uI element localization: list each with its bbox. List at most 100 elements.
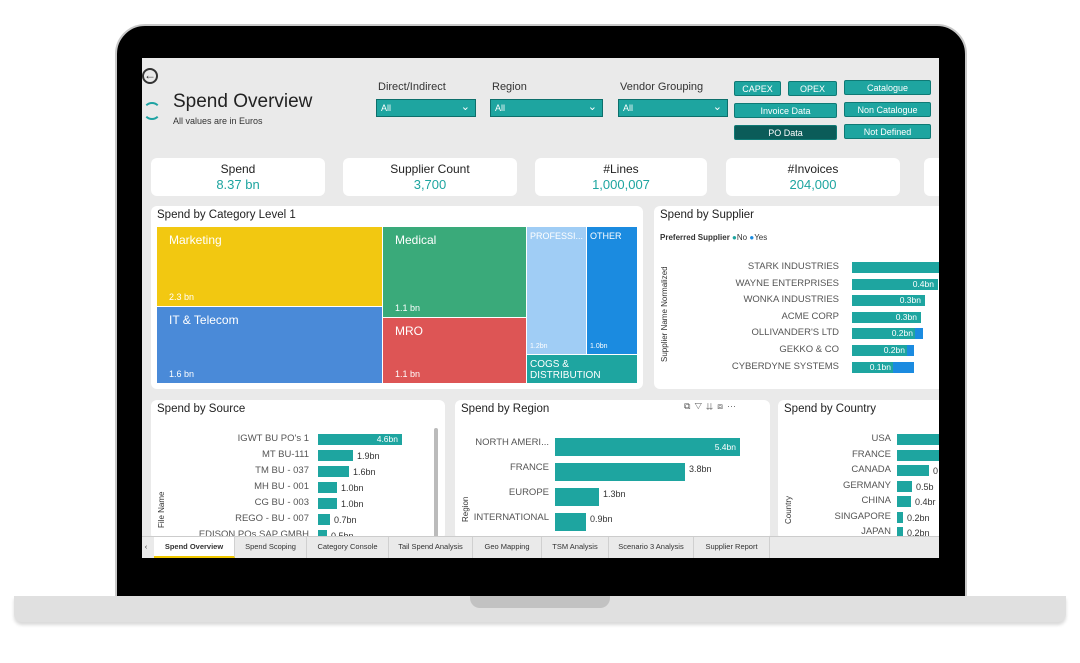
tile-name: PROFESSI...: [530, 231, 584, 241]
filter-value-region: All: [495, 103, 506, 113]
supplier-bar[interactable]: 0.1bn: [852, 361, 914, 373]
not-defined-button[interactable]: Not Defined: [844, 124, 931, 139]
country-bar[interactable]: [897, 511, 903, 523]
region-bar[interactable]: [555, 488, 599, 506]
tab-spend-overview[interactable]: Spend Overview: [154, 537, 235, 558]
supplier-row-label: CYBERDYNE SYSTEMS: [731, 360, 839, 372]
legend-yes: Yes: [754, 233, 768, 242]
treemap-tile-cogs[interactable]: COGS & DISTRIBUTION: [527, 355, 637, 383]
filter-label-direct: Direct/Indirect: [378, 81, 446, 93]
filter-dropdown-region[interactable]: All ⌄: [490, 99, 603, 117]
catalogue-button[interactable]: Catalogue: [844, 80, 931, 95]
kpi-supplier-count: Supplier Count 3,700: [343, 158, 517, 196]
treemap-tile-other[interactable]: OTHER 1.0bn: [587, 227, 637, 354]
source-bar-value: 1.0bn: [341, 483, 364, 493]
treemap-tile-medical[interactable]: Medical 1.1 bn: [383, 227, 526, 317]
refresh-icon[interactable]: [143, 102, 161, 120]
source-bar[interactable]: [318, 498, 337, 509]
supplier-row-label: OLLIVANDER'S LTD: [751, 327, 839, 339]
legend-dot-no-icon: ●: [732, 233, 737, 242]
country-bar[interactable]: [897, 434, 939, 445]
legend-no: No: [736, 233, 748, 242]
country-bar[interactable]: [897, 465, 929, 476]
filter-dropdown-vendor[interactable]: All ⌄: [618, 99, 728, 117]
country-row-label: CANADA: [851, 464, 891, 475]
opex-button[interactable]: OPEX: [788, 81, 837, 96]
drill-icon[interactable]: ⇊: [706, 401, 718, 411]
treemap-tile-it-telecom[interactable]: IT & Telecom 1.6 bn: [157, 307, 382, 383]
source-bar[interactable]: [318, 514, 330, 525]
kpi-lines: #Lines 1,000,007: [535, 158, 707, 196]
tab-supplier-report[interactable]: Supplier Report: [694, 537, 770, 558]
header: ← Spend Overview All values are in Euros…: [142, 58, 939, 150]
back-arrow-icon[interactable]: ←: [142, 68, 158, 84]
tile-value: 1.6 bn: [169, 369, 195, 379]
visual-toolbar[interactable]: ⧉▽⇊⧈⋯: [684, 401, 740, 412]
tab-tsm-analysis[interactable]: TSM Analysis: [542, 537, 609, 558]
tile-name: COGS & DISTRIBUTION: [530, 359, 601, 381]
source-bar-value: 1.6bn: [353, 467, 376, 477]
card-title: Spend by Supplier: [660, 209, 754, 221]
treemap-tile-mro[interactable]: MRO 1.1 bn: [383, 318, 526, 383]
supplier-bar[interactable]: 0.3bn: [852, 311, 921, 323]
kpi-value: 204,000: [789, 177, 837, 192]
supplier-chart-card: Spend by Supplier Preferred Supplier ●No…: [654, 206, 939, 389]
invoice-data-button[interactable]: Invoice Data: [734, 103, 837, 118]
kpi-value: 8.37 bn: [216, 177, 260, 192]
supplier-row-label: WAYNE ENTERPRISES: [735, 277, 839, 289]
country-bar-value: 0: [933, 466, 939, 476]
source-chart-card: Spend by Source File Name IGWT BU PO's 1…: [151, 400, 445, 541]
capex-button[interactable]: CAPEX: [734, 81, 781, 96]
axis-label: Region: [461, 496, 470, 522]
tile-value: 1.2bn: [530, 343, 548, 350]
country-row-label: GERMANY: [842, 479, 891, 491]
supplier-bar[interactable]: 0.2bn: [852, 345, 914, 356]
supplier-bar[interactable]: 0.2bn: [852, 328, 923, 340]
source-row-label: MH BU - 001: [254, 481, 309, 492]
tab-scenario-3[interactable]: Scenario 3 Analysis: [609, 537, 694, 558]
region-bar-value: 0.9bn: [590, 514, 613, 524]
axis-label: Supplier Name Normalized: [660, 266, 669, 362]
region-bar[interactable]: [555, 463, 685, 481]
region-bar[interactable]: 5.4bn: [555, 438, 740, 456]
treemap-tile-marketing[interactable]: Marketing 2.3 bn: [157, 227, 382, 306]
source-bar[interactable]: [318, 482, 337, 493]
more-options-icon[interactable]: ⋯: [726, 401, 740, 411]
filter-icon[interactable]: ▽: [694, 401, 706, 411]
tab-tail-spend[interactable]: Tail Spend Analysis: [389, 537, 473, 558]
po-data-button[interactable]: PO Data: [734, 125, 837, 140]
source-bar[interactable]: 4.6bn: [318, 434, 402, 445]
source-bar[interactable]: [318, 466, 349, 477]
region-row-label: NORTH AMERI...: [475, 437, 549, 448]
treemap-tile-professional[interactable]: PROFESSI... 1.2bn: [527, 227, 586, 354]
kpi-label: #Lines: [603, 162, 639, 176]
tab-category-console[interactable]: Category Console: [307, 537, 389, 558]
country-bar[interactable]: [897, 449, 939, 461]
supplier-bar[interactable]: [852, 262, 939, 273]
non-catalogue-button[interactable]: Non Catalogue: [844, 102, 931, 117]
source-bar[interactable]: [318, 530, 327, 541]
region-bar[interactable]: [555, 513, 586, 531]
chevron-down-icon: ⌄: [460, 101, 470, 113]
copy-icon[interactable]: ⧉: [684, 401, 695, 411]
supplier-bar[interactable]: 0.3bn: [852, 295, 925, 307]
country-bar[interactable]: [897, 480, 912, 492]
supplier-row-label: ACME CORP: [781, 310, 839, 322]
supplier-bar-value: 0.2bn: [883, 345, 905, 355]
supplier-bar[interactable]: 0.4bn: [852, 278, 938, 290]
tab-scroll-left-icon[interactable]: ‹: [144, 542, 148, 551]
kpi-invoices: #Invoices 204,000: [726, 158, 900, 196]
source-row-label: REGO - BU - 007: [235, 513, 309, 524]
source-bar[interactable]: [318, 450, 353, 461]
kpi-label: #Invoices: [787, 162, 839, 176]
scrollbar[interactable]: [434, 428, 438, 538]
page-subtitle: All values are in Euros: [173, 116, 263, 126]
filter-dropdown-direct[interactable]: All ⌄: [376, 99, 476, 117]
country-bar[interactable]: [897, 527, 903, 538]
expand-icon[interactable]: ⧈: [717, 401, 727, 411]
tab-spend-scoping[interactable]: Spend Scoping: [235, 537, 307, 558]
tab-geo-mapping[interactable]: Geo Mapping: [473, 537, 542, 558]
supplier-row-label: STARK INDUSTRIES: [747, 261, 839, 272]
country-bar[interactable]: [897, 496, 911, 507]
country-row-label: FRANCE: [851, 448, 891, 460]
